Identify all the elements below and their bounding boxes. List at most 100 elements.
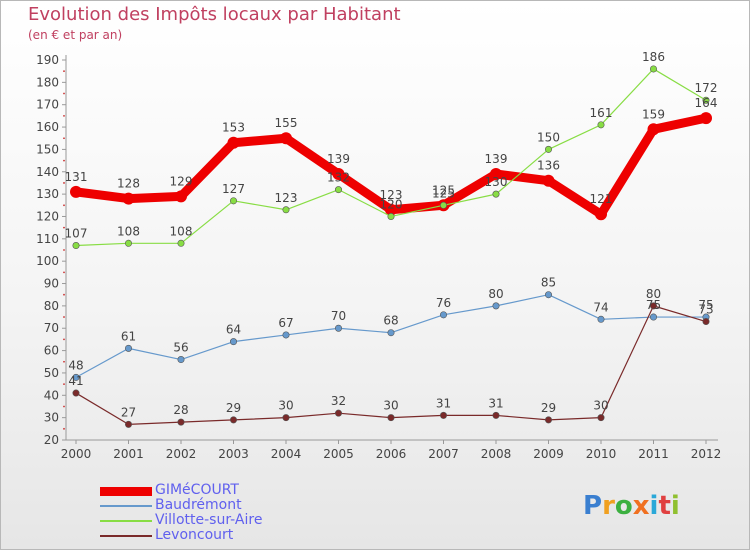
data-label: 186 — [642, 50, 665, 64]
data-point — [282, 331, 290, 339]
y-tick-label: 40 — [44, 388, 59, 402]
data-point — [542, 174, 555, 187]
data-label: 85 — [541, 276, 556, 290]
data-point — [282, 414, 290, 422]
data-point — [70, 185, 82, 198]
data-label: 28 — [173, 403, 188, 417]
data-point — [230, 338, 238, 346]
x-tick-label: 2002 — [166, 447, 197, 461]
data-label: 150 — [537, 130, 560, 144]
data-label: 121 — [590, 192, 613, 206]
data-point — [387, 414, 395, 422]
data-label: 74 — [593, 300, 608, 314]
data-point — [649, 302, 657, 310]
y-minor-tick — [63, 405, 65, 408]
y-tick-label: 150 — [36, 142, 59, 156]
y-minor-tick — [63, 360, 65, 363]
data-point — [544, 291, 552, 299]
data-point — [280, 132, 292, 145]
y-tick-label: 20 — [44, 433, 59, 447]
logo-letter: o — [614, 491, 633, 521]
x-tick-label: 2007 — [428, 447, 459, 461]
y-tick-label: 50 — [44, 366, 59, 380]
data-point — [230, 416, 238, 424]
data-point — [334, 324, 342, 332]
data-label: 128 — [117, 177, 140, 191]
data-label: 32 — [331, 394, 346, 408]
y-minor-tick — [63, 249, 65, 251]
data-point — [387, 212, 395, 220]
data-point — [702, 96, 710, 104]
data-label: 125 — [432, 183, 455, 197]
data-label: 107 — [65, 227, 88, 241]
data-label: 108 — [117, 224, 140, 238]
y-tick-label: 100 — [36, 254, 59, 268]
data-point — [125, 344, 133, 352]
logo-letter: i — [670, 491, 680, 521]
data-label: 30 — [383, 399, 398, 413]
data-point — [597, 315, 605, 323]
y-tick-label: 170 — [36, 98, 59, 112]
logo-letter: i — [649, 491, 659, 521]
x-tick-label: 2001 — [113, 447, 144, 461]
data-point — [282, 206, 290, 214]
data-label: 125 — [432, 186, 455, 200]
data-point — [595, 208, 607, 221]
data-label: 75 — [698, 298, 713, 312]
chart-title: Evolution des Impôts locaux par Habitant — [28, 4, 401, 25]
data-point — [334, 409, 342, 417]
data-point — [385, 203, 397, 216]
data-label: 41 — [68, 374, 83, 388]
data-point — [492, 190, 500, 198]
data-point — [649, 313, 657, 321]
data-label: 80 — [646, 287, 661, 301]
legend-label: Villotte-sur-Aire — [155, 512, 263, 528]
data-label: 120 — [380, 197, 403, 211]
y-tick-label: 190 — [36, 53, 59, 67]
x-tick-label: 2011 — [638, 447, 669, 461]
data-label: 139 — [327, 152, 350, 166]
data-point — [702, 318, 710, 326]
legend-label: GIMéCOURT — [155, 482, 239, 498]
data-point — [492, 302, 500, 310]
legend-swatch — [100, 534, 152, 537]
data-label: 172 — [695, 81, 718, 95]
data-label: 153 — [222, 121, 245, 135]
data-point — [72, 373, 80, 381]
data-point — [439, 311, 447, 319]
y-minor-tick — [63, 427, 65, 430]
data-point — [647, 123, 660, 136]
y-tick-label: 180 — [36, 75, 59, 89]
data-point — [122, 192, 135, 205]
data-label: 75 — [646, 298, 661, 312]
data-point — [387, 329, 395, 337]
legend-swatch — [100, 486, 152, 496]
data-point — [72, 389, 80, 397]
y-minor-tick — [63, 226, 65, 229]
data-label: 48 — [68, 358, 83, 372]
data-point — [597, 121, 605, 129]
data-point — [439, 201, 447, 209]
logo-letter: r — [602, 491, 615, 521]
y-minor-tick — [63, 137, 65, 140]
data-label: 70 — [331, 309, 346, 323]
data-label: 129 — [170, 174, 193, 188]
y-minor-tick — [63, 383, 65, 386]
y-tick-label: 130 — [36, 187, 59, 201]
y-tick-label: 80 — [44, 299, 59, 313]
data-label: 29 — [226, 401, 241, 415]
data-label: 159 — [642, 107, 665, 121]
logo-letter: x — [632, 491, 650, 521]
data-label: 80 — [488, 287, 503, 301]
x-tick-label: 2004 — [271, 447, 302, 461]
data-label: 30 — [278, 399, 293, 413]
y-minor-tick — [63, 271, 65, 274]
data-point — [332, 168, 345, 180]
y-tick-label: 70 — [44, 321, 59, 335]
data-label: 132 — [327, 171, 350, 185]
data-point — [177, 356, 185, 364]
data-label: 76 — [436, 296, 451, 310]
data-label: 56 — [173, 341, 188, 355]
x-tick-label: 2009 — [533, 447, 564, 461]
